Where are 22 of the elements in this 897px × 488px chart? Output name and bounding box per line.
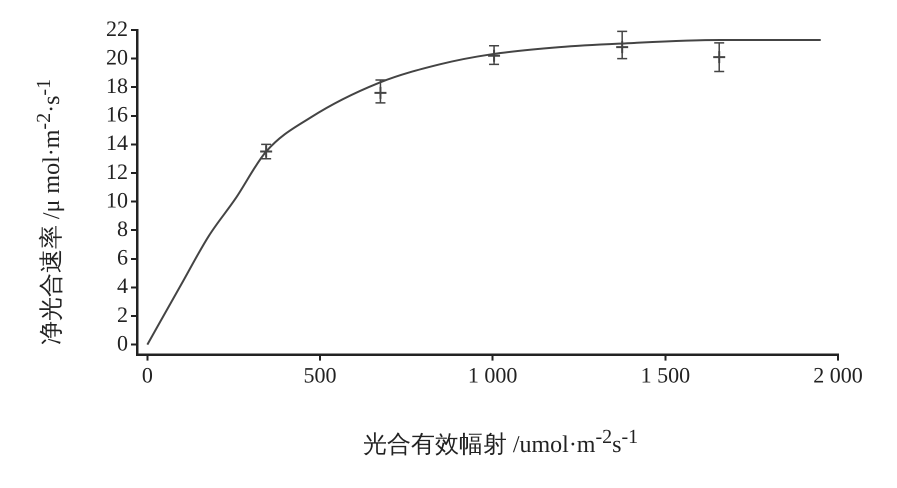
y-tick-label: 14 [106, 130, 128, 156]
x-tick-label: 1 000 [468, 362, 518, 388]
x-tick-label: 1 500 [640, 362, 690, 388]
y-tick-label: 2 [117, 302, 128, 327]
point [712, 50, 726, 64]
y-tick-label: 10 [106, 187, 128, 212]
y-tick-label: 16 [106, 102, 128, 127]
y-tick-label: 4 [117, 273, 128, 298]
x-tick-label: 2 000 [813, 362, 863, 388]
y-tick-label: 20 [106, 44, 128, 70]
y-tick-label: 6 [117, 244, 128, 270]
point [615, 40, 630, 54]
x-tick-label: 500 [304, 362, 337, 388]
y-tick-label: 18 [106, 72, 128, 98]
y-tick-label: 0 [117, 330, 128, 356]
y-tick-label: 22 [106, 16, 128, 41]
y-tick-label: 12 [106, 158, 128, 184]
y-tick-label: 8 [117, 216, 128, 241]
point [487, 48, 502, 63]
x-tick-label: 0 [142, 362, 153, 388]
x-axis-title: 光合有效幅射 /umol·m$^{-2}$s$^{-1}$ [362, 426, 640, 460]
point [373, 86, 388, 100]
